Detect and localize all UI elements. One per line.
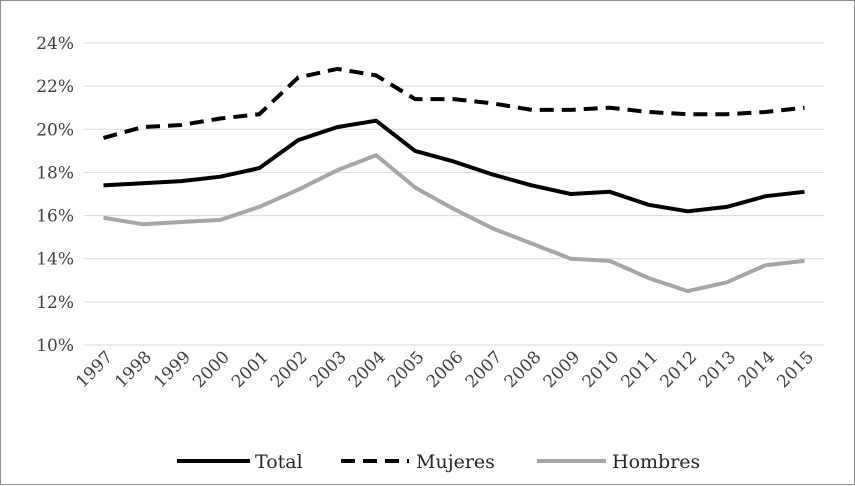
x-tick-label: 1998	[111, 347, 156, 392]
x-tick-label: 1997	[72, 347, 117, 392]
legend-label-mujeres: Mujeres	[416, 451, 495, 473]
x-tick-label: 2009	[540, 347, 585, 392]
series-line-hombres	[103, 153, 805, 294]
x-tick-label: 2006	[423, 347, 468, 392]
x-tick-label: 2005	[384, 347, 429, 392]
x-tick-label: 2012	[656, 347, 701, 392]
x-tick-label: 2004	[345, 347, 390, 392]
y-tick-label: 10%	[36, 336, 74, 356]
y-tick-label: 16%	[36, 207, 74, 227]
series-line-total	[103, 118, 805, 214]
grid-lines	[84, 42, 824, 303]
x-tick-label: 2013	[695, 347, 740, 392]
legend-label-total: Total	[255, 451, 303, 473]
x-tick-label: 2011	[618, 347, 663, 392]
x-tick-label: 2001	[228, 347, 273, 392]
y-tick-label: 14%	[36, 250, 74, 270]
y-tick-label: 24%	[36, 34, 74, 54]
y-tick-label: 12%	[36, 293, 74, 313]
x-tick-label: 2007	[462, 347, 507, 392]
x-tick-label: 2010	[579, 347, 624, 392]
x-axis-tick-labels: 1997199819992000200120022003200420052006…	[72, 347, 818, 392]
x-tick-label: 2003	[306, 347, 351, 392]
y-axis-tick-labels: 10% 12% 14% 16% 18% 20% 22% 24%	[36, 34, 74, 356]
legend: Total Mujeres Hombres	[177, 451, 700, 473]
y-tick-label: 20%	[36, 120, 74, 140]
y-tick-label: 18%	[36, 163, 74, 183]
x-tick-label: 2008	[501, 347, 546, 392]
x-tick-label: 2000	[189, 347, 234, 392]
y-tick-label: 22%	[36, 77, 74, 97]
series-lines	[102, 66, 805, 294]
x-tick-label: 2015	[773, 347, 818, 392]
series-line-mujeres	[102, 66, 805, 140]
x-tick-label: 2014	[734, 347, 779, 392]
legend-label-hombres: Hombres	[612, 451, 700, 473]
x-tick-label: 2002	[267, 347, 312, 392]
x-tick-label: 1999	[150, 347, 195, 392]
